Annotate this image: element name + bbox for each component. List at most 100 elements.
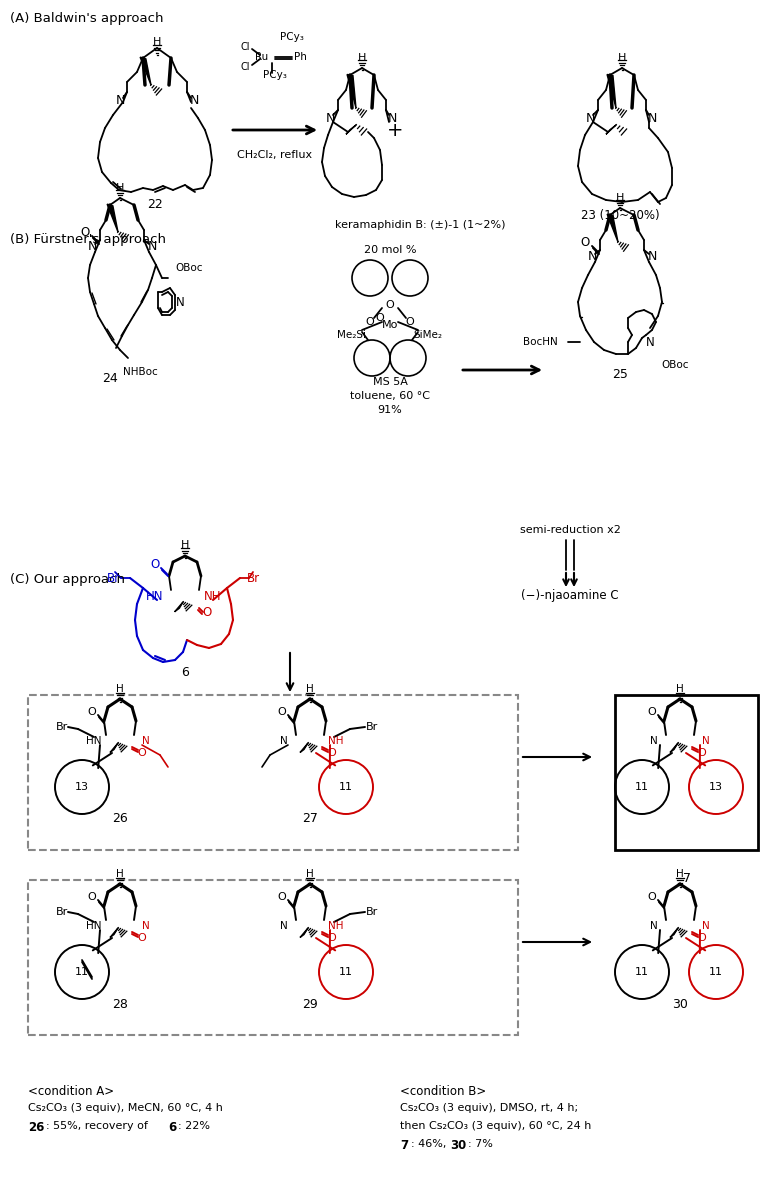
- Text: NH: NH: [204, 589, 221, 602]
- Text: O: O: [278, 892, 286, 902]
- Polygon shape: [110, 743, 118, 752]
- Text: O: O: [80, 226, 90, 239]
- Text: 6: 6: [181, 666, 189, 678]
- Text: H: H: [307, 869, 314, 878]
- Text: 30: 30: [450, 1139, 466, 1152]
- Text: Me₂Si: Me₂Si: [337, 330, 367, 340]
- Text: O: O: [202, 606, 211, 618]
- Polygon shape: [670, 928, 678, 937]
- Text: 22: 22: [147, 198, 163, 211]
- Text: N: N: [650, 922, 658, 931]
- Polygon shape: [140, 58, 151, 85]
- Text: O: O: [697, 934, 707, 943]
- Text: +: +: [387, 120, 403, 139]
- Text: OBoc: OBoc: [175, 263, 203, 272]
- Text: 91%: 91%: [378, 404, 402, 415]
- Text: O: O: [648, 892, 656, 902]
- Text: H: H: [358, 53, 366, 62]
- Text: N: N: [650, 736, 658, 746]
- Text: 7: 7: [683, 871, 691, 884]
- Text: 11: 11: [339, 967, 353, 977]
- Text: SiMe₂: SiMe₂: [413, 330, 443, 340]
- Text: HN: HN: [86, 736, 101, 746]
- Text: PCy₃: PCy₃: [280, 32, 304, 42]
- Text: N: N: [702, 922, 710, 931]
- Text: HN: HN: [146, 589, 164, 602]
- Text: Br: Br: [56, 907, 68, 917]
- Text: N: N: [325, 112, 334, 125]
- Text: H: H: [676, 684, 684, 694]
- Text: N: N: [115, 94, 125, 107]
- Text: 26: 26: [112, 812, 128, 826]
- Bar: [615, 695, 758, 850]
- Polygon shape: [175, 602, 183, 612]
- Text: O: O: [375, 313, 385, 323]
- Text: N: N: [190, 94, 199, 107]
- Text: O: O: [648, 707, 656, 716]
- Text: <condition B>: <condition B>: [400, 1085, 486, 1098]
- Text: Br: Br: [56, 722, 68, 732]
- Text: O: O: [138, 748, 146, 758]
- Text: 28: 28: [112, 997, 128, 1010]
- Text: H: H: [307, 684, 314, 694]
- Text: Ph: Ph: [293, 52, 307, 62]
- Text: H: H: [676, 869, 684, 878]
- Text: N: N: [280, 736, 288, 746]
- Text: H: H: [618, 53, 626, 62]
- Text: BocHN: BocHN: [522, 337, 557, 347]
- Text: NH: NH: [328, 736, 344, 746]
- Text: 11: 11: [75, 967, 89, 977]
- Text: : 55%, recovery of: : 55%, recovery of: [46, 1121, 152, 1130]
- Text: 20 mol %: 20 mol %: [364, 245, 416, 254]
- Text: 11: 11: [709, 967, 723, 977]
- Text: OBoc: OBoc: [661, 360, 689, 370]
- Text: : 46%,: : 46%,: [411, 1139, 450, 1150]
- Polygon shape: [346, 125, 356, 134]
- Text: N: N: [647, 251, 656, 264]
- Text: <condition A>: <condition A>: [28, 1085, 114, 1098]
- Text: 25: 25: [612, 368, 628, 382]
- Text: O: O: [385, 300, 395, 310]
- Text: H: H: [181, 540, 189, 550]
- Text: N: N: [147, 240, 156, 253]
- Bar: [28, 695, 518, 850]
- Text: (A) Baldwin's approach: (A) Baldwin's approach: [10, 12, 163, 25]
- Text: Br: Br: [366, 907, 378, 917]
- Text: N: N: [280, 922, 288, 931]
- Text: H: H: [152, 37, 161, 47]
- Text: then Cs₂CO₃ (3 equiv), 60 °C, 24 h: then Cs₂CO₃ (3 equiv), 60 °C, 24 h: [400, 1121, 591, 1130]
- Text: 27: 27: [302, 812, 318, 826]
- Text: keramaphidin B: (±)-1 (1~2%): keramaphidin B: (±)-1 (1~2%): [335, 220, 505, 230]
- Text: H: H: [116, 182, 124, 193]
- Text: O: O: [406, 317, 414, 326]
- Text: toluene, 60 °C: toluene, 60 °C: [350, 391, 430, 401]
- Text: NH: NH: [328, 922, 344, 931]
- Text: O: O: [87, 707, 97, 716]
- Text: O: O: [150, 558, 159, 571]
- Polygon shape: [607, 214, 618, 242]
- Text: O: O: [697, 748, 707, 758]
- Text: N: N: [646, 336, 654, 348]
- Text: HN: HN: [86, 922, 101, 931]
- Text: Cl: Cl: [240, 62, 250, 72]
- Text: 7: 7: [400, 1139, 408, 1152]
- Text: N: N: [585, 112, 594, 125]
- Text: O: O: [327, 748, 337, 758]
- Text: N: N: [702, 736, 710, 746]
- Text: O: O: [327, 934, 337, 943]
- Text: PCy₃: PCy₃: [263, 70, 287, 80]
- Text: O: O: [365, 317, 375, 326]
- Text: N: N: [87, 240, 97, 253]
- Text: H: H: [116, 684, 124, 694]
- Text: : 22%: : 22%: [178, 1121, 210, 1130]
- Text: (−)-njaoamine C: (−)-njaoamine C: [521, 588, 618, 601]
- Text: 23 (10~20%): 23 (10~20%): [580, 209, 659, 222]
- Text: (C) Our approach: (C) Our approach: [10, 572, 125, 586]
- Text: 11: 11: [635, 782, 649, 792]
- Text: O: O: [278, 707, 286, 716]
- Text: N: N: [176, 295, 184, 308]
- Text: Br: Br: [366, 722, 378, 732]
- Text: 6: 6: [168, 1121, 176, 1134]
- Text: H: H: [116, 869, 124, 878]
- Polygon shape: [607, 74, 616, 108]
